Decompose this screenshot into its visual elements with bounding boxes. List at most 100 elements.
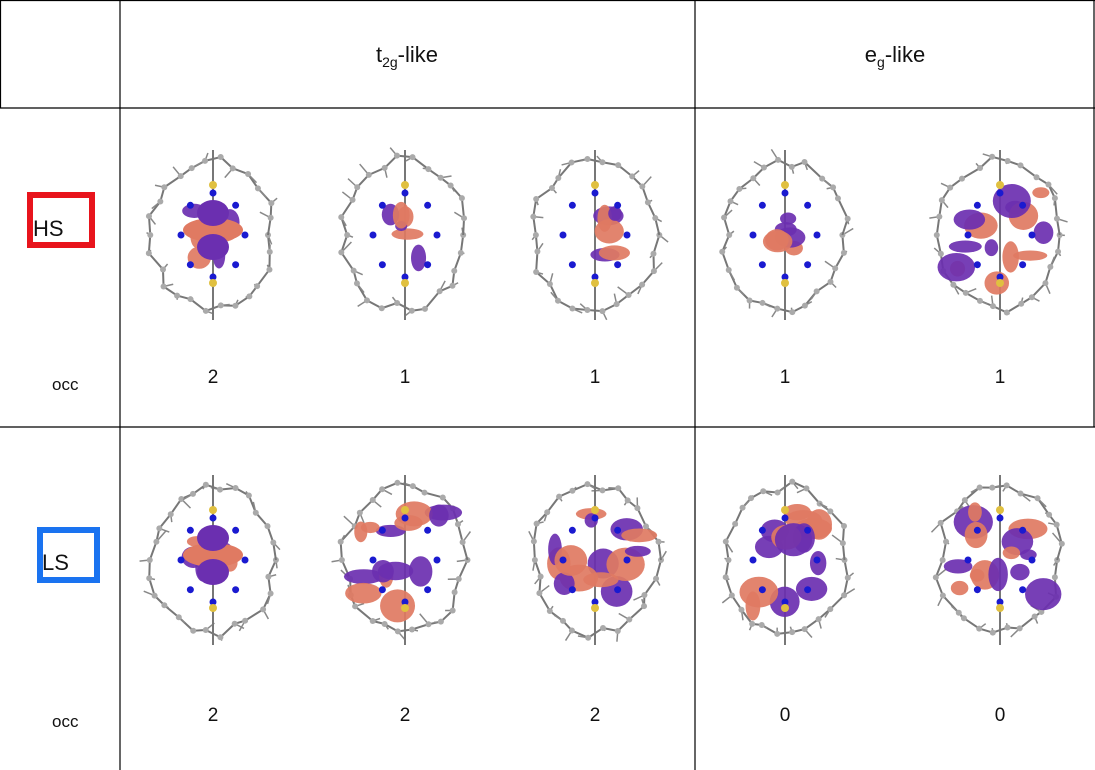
orbital-lobe (988, 558, 1007, 591)
atom (1005, 158, 1011, 164)
atom (629, 173, 635, 179)
atom (656, 539, 662, 545)
atom (379, 305, 385, 311)
atom (338, 214, 344, 220)
occupation: 2 (590, 705, 601, 726)
atom (560, 557, 567, 564)
atom (802, 159, 808, 165)
atom (160, 266, 166, 272)
bond (726, 524, 735, 542)
atom (591, 604, 599, 612)
atom (268, 590, 274, 596)
atom (176, 614, 182, 620)
bond (838, 198, 848, 218)
orbital-lobe (951, 581, 969, 595)
atom (804, 202, 811, 209)
atom (641, 603, 647, 609)
atom (156, 525, 162, 531)
atom (187, 527, 194, 534)
atom (816, 616, 822, 622)
atom (1054, 216, 1060, 222)
atom (726, 557, 732, 563)
atom (997, 190, 1004, 197)
atom (940, 593, 946, 599)
bond (149, 253, 163, 269)
atom (996, 506, 1004, 514)
atom (599, 308, 605, 314)
atom (242, 232, 249, 239)
bond (425, 291, 440, 309)
atom (1054, 522, 1060, 528)
atom (168, 511, 174, 517)
atom (536, 590, 542, 596)
atom (845, 216, 851, 222)
orbital-lobe (970, 569, 985, 582)
atom (789, 309, 795, 315)
atom (989, 154, 995, 160)
atom (370, 232, 377, 239)
row-label: HS (33, 216, 64, 241)
orbital-image (338, 148, 467, 320)
atom (242, 618, 248, 624)
atom (268, 215, 274, 221)
atom (782, 190, 789, 197)
atom (187, 261, 194, 268)
atom (217, 634, 223, 640)
atom (569, 488, 575, 494)
atom (232, 261, 239, 268)
atom (814, 557, 821, 564)
bond (341, 200, 352, 217)
occupation: 2 (400, 705, 411, 726)
atom (963, 290, 969, 296)
atom (232, 527, 239, 534)
atom (591, 279, 599, 287)
atom (456, 576, 462, 582)
atom (841, 592, 847, 598)
atom (591, 506, 599, 514)
atom (270, 540, 276, 546)
atom (723, 539, 729, 545)
atom (592, 515, 599, 522)
atom (266, 267, 272, 273)
atom (338, 539, 344, 545)
atom (832, 265, 838, 271)
atom (634, 505, 640, 511)
occupation: 1 (995, 367, 1006, 388)
header-text: e (865, 42, 877, 67)
atom (759, 261, 766, 268)
atom (729, 592, 735, 598)
atom (1019, 202, 1026, 209)
atom (401, 279, 409, 287)
atom (351, 268, 357, 274)
atom (719, 249, 725, 255)
atom (789, 629, 795, 635)
atom (600, 625, 606, 631)
atom (210, 515, 217, 522)
column-header: eg-like (865, 42, 925, 70)
atom (188, 296, 194, 302)
atom (774, 631, 780, 637)
orbital-lobe (599, 245, 630, 260)
atom (651, 268, 657, 274)
atom (614, 301, 620, 307)
atom (841, 523, 847, 529)
atom (803, 485, 809, 491)
orbital-lobe (197, 234, 229, 260)
atom (585, 635, 591, 641)
atom (532, 557, 538, 563)
atom (615, 485, 621, 491)
atom (974, 527, 981, 534)
atom (959, 176, 965, 182)
atom (382, 165, 388, 171)
atom (217, 487, 223, 493)
atom (344, 232, 350, 238)
atom (748, 495, 754, 501)
orbital-lobe (197, 559, 229, 585)
atom (203, 308, 209, 314)
atom (723, 574, 729, 580)
atom (161, 602, 167, 608)
atom (394, 480, 400, 486)
atom (814, 288, 820, 294)
atom (827, 279, 833, 285)
atom (556, 494, 562, 500)
